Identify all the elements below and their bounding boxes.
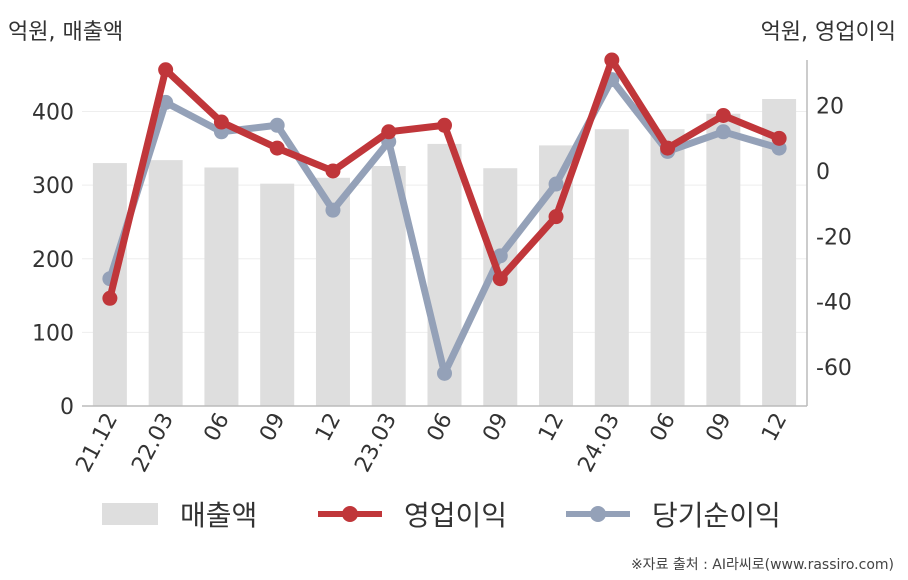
point-net-income — [548, 176, 564, 192]
legend-item-net: 당기순이익 — [566, 492, 781, 536]
point-operating-income — [771, 130, 787, 146]
source-note: ※자료 출처 : AI라씨로(www.rassiro.com) — [630, 557, 894, 573]
legend-label-operating: 영업이익 — [404, 499, 508, 532]
legend-item-sales: 매출액 — [102, 492, 257, 536]
x-tick-label: 09 — [478, 409, 513, 445]
x-tick-label: 06 — [200, 409, 235, 445]
x-tick-label: 09 — [701, 409, 736, 445]
point-operating-income — [660, 140, 676, 156]
chart-plot: 0 100 200 300 400 -60 -40 -20 0 20 21.12 22.03 06 09 1… — [32, 52, 852, 476]
x-tick-label: 06 — [646, 409, 681, 445]
point-operating-income — [715, 107, 731, 123]
x-tick-label: 12 — [311, 409, 346, 445]
point-operating-income — [102, 290, 118, 306]
y-right-tick-label: -40 — [816, 291, 852, 316]
x-tick-label: 09 — [255, 409, 290, 445]
point-operating-income — [437, 117, 452, 133]
bar-sales — [650, 129, 685, 406]
legend-label-sales: 매출액 — [180, 499, 258, 532]
x-tick-label: 12 — [757, 409, 792, 445]
legend-label-net: 당기순이익 — [652, 499, 781, 532]
bar-sales — [148, 160, 183, 406]
point-operating-income — [213, 114, 229, 130]
point-operating-income — [269, 140, 285, 156]
legend-swatch-sales — [102, 503, 158, 525]
x-tick-label: 12 — [534, 409, 569, 445]
point-operating-income — [158, 62, 174, 78]
x-tick-label: 06 — [423, 409, 458, 445]
point-operating-income — [548, 209, 564, 225]
bar-sales — [706, 113, 741, 407]
point-net-income — [437, 365, 452, 381]
right-axis-unit: 억원, 영업이익 — [760, 20, 896, 45]
y-right-tick-label: 20 — [816, 95, 844, 120]
y-left-tick-label: 200 — [32, 248, 74, 273]
x-tick-label: 22.03 — [127, 409, 179, 476]
bar-sales — [594, 129, 629, 406]
point-operating-income — [604, 52, 620, 68]
y-left-tick-label: 0 — [60, 395, 74, 420]
y-right-tick-label: 0 — [816, 160, 830, 185]
y-right-tick-label: -20 — [816, 225, 852, 250]
legend-item-operating: 영업이익 — [318, 492, 507, 536]
point-net-income — [715, 124, 731, 140]
y-left-tick-label: 100 — [32, 321, 74, 346]
legend-swatch-net — [566, 503, 630, 525]
bar-sales — [260, 183, 295, 406]
x-tick-label: 21.12 — [72, 409, 124, 476]
point-net-income — [325, 202, 341, 218]
y-right-tick-label: -60 — [816, 356, 852, 381]
y-left-tick-label: 400 — [32, 101, 74, 126]
bar-sales — [371, 166, 406, 406]
x-tick-label: 23.03 — [350, 409, 402, 476]
x-tick-label: 24.03 — [573, 409, 625, 476]
left-axis-unit: 억원, 매출액 — [8, 20, 124, 45]
legend: 매출액 영업이익 당기순이익 — [0, 492, 908, 536]
legend-swatch-operating — [318, 503, 382, 525]
point-operating-income — [492, 271, 508, 287]
bar-sales — [204, 167, 239, 406]
y-left-tick-label: 300 — [32, 174, 74, 199]
point-operating-income — [381, 124, 397, 140]
point-operating-income — [325, 163, 341, 179]
point-net-income — [269, 117, 285, 133]
